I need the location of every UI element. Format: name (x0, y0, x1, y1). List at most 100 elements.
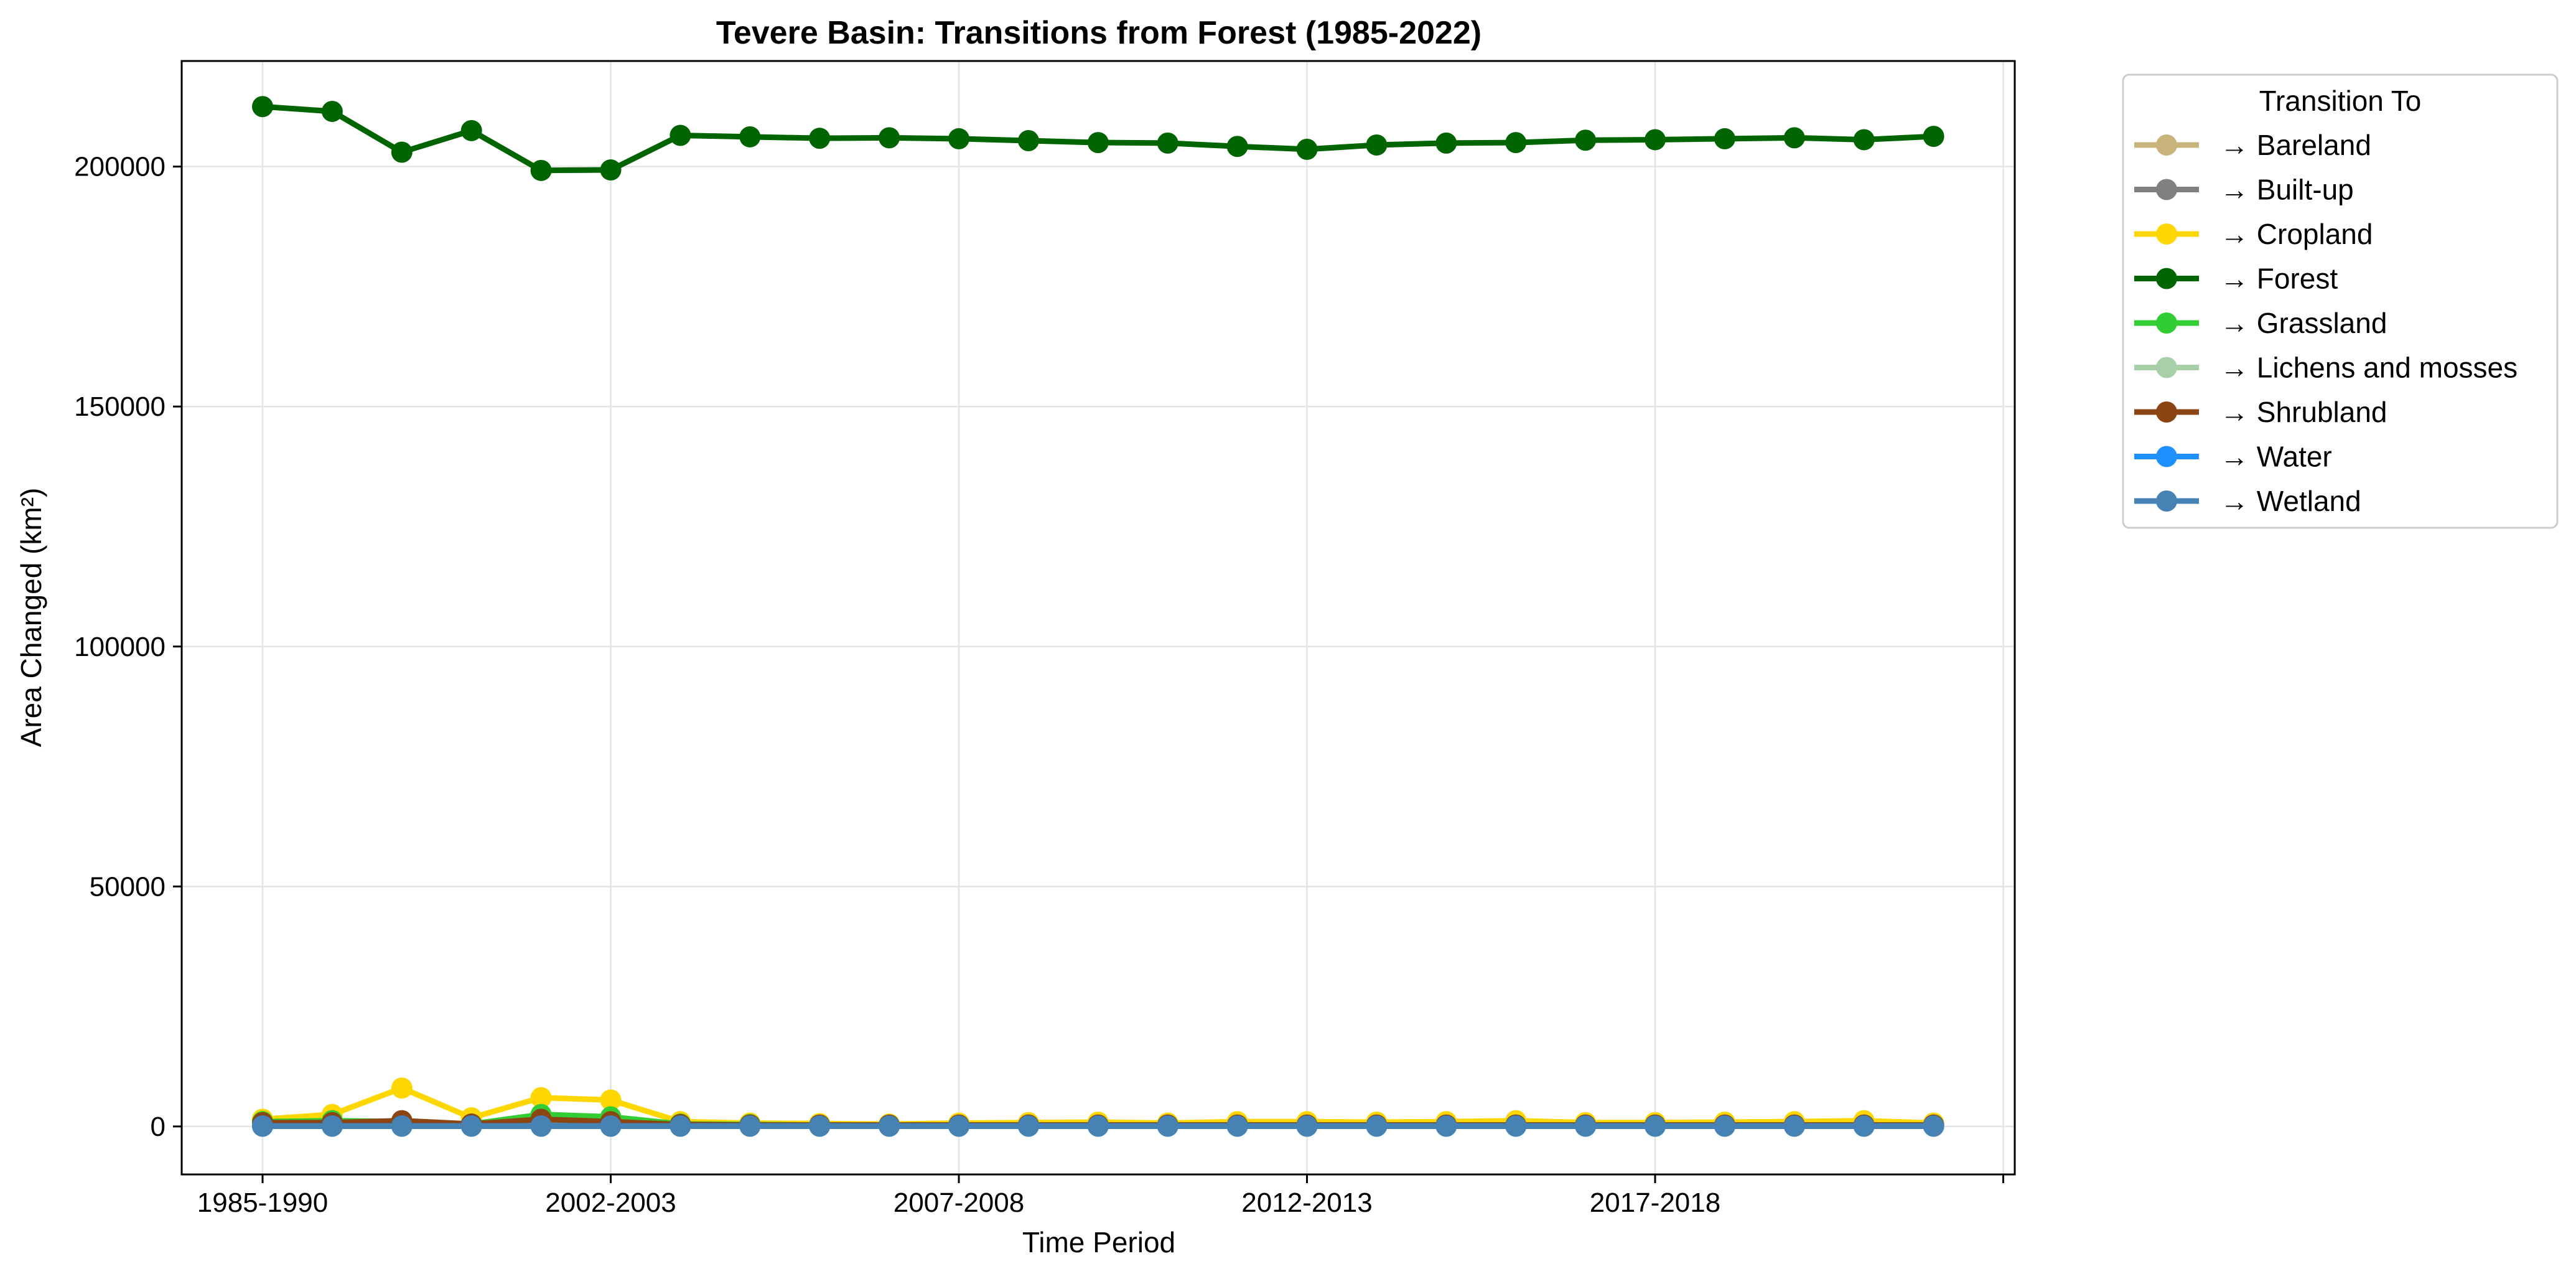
plot-area-frame (180, 60, 2016, 1176)
legend-item: → Built-up (2134, 174, 2354, 206)
data-point (879, 1115, 900, 1137)
data-point (252, 96, 273, 118)
x-axis: 1985-1990 2002-2003 2007-2008 2012-2013 2017… (197, 1174, 2004, 1218)
data-point (321, 100, 343, 122)
data-point (1645, 1115, 1666, 1137)
data-point (1366, 134, 1388, 156)
data-point (1017, 130, 1039, 152)
data-point (1296, 1115, 1318, 1137)
series-8 (252, 1115, 1944, 1137)
legend-item: → Wetland (2134, 485, 2361, 517)
legend-item: → Bareland (2134, 129, 2371, 161)
gridlines (182, 61, 2015, 1174)
legend-marker-swatch (2156, 223, 2177, 245)
data-point (948, 128, 969, 149)
data-point (809, 128, 831, 149)
data-point (530, 159, 552, 181)
data-point (530, 1115, 552, 1137)
data-point (1157, 1115, 1178, 1137)
legend: Transition To → Bareland → Built-up → Crop… (2122, 73, 2559, 529)
series-3 (252, 96, 1944, 181)
legend-marker-swatch (2156, 401, 2177, 423)
data-point (1575, 129, 1597, 151)
data-point (670, 1115, 691, 1137)
data-point (1435, 1115, 1457, 1137)
data-point (1575, 1115, 1597, 1137)
legend-item: → Shrubland (2134, 396, 2387, 428)
data-point (879, 127, 900, 149)
x-tick-label: 2012-2013 (1241, 1188, 1372, 1218)
legend-label: → Wetland (2220, 485, 2361, 517)
x-tick-label: 2017-2018 (1590, 1188, 1720, 1218)
data-point (1226, 136, 1248, 157)
legend-label: → Grassland (2220, 307, 2387, 339)
legend-marker-swatch (2156, 134, 2177, 156)
data-point (1853, 129, 1875, 151)
data-point (670, 124, 691, 146)
data-point (1226, 1115, 1248, 1137)
data-point (600, 159, 622, 181)
legend-marker-swatch (2156, 446, 2177, 467)
data-point (600, 1089, 622, 1111)
legend-items: → Bareland → Built-up → Cropland → Forest → … (2134, 129, 2518, 517)
data-point (1366, 1115, 1388, 1137)
y-tick-label: 100000 (74, 632, 166, 662)
data-point (1087, 132, 1109, 154)
data-point (1783, 1115, 1805, 1137)
data-point (252, 1115, 273, 1137)
legend-label: → Cropland (2220, 218, 2373, 250)
data-point (809, 1115, 831, 1137)
data-point (1645, 129, 1666, 151)
x-axis-label: Time Period (1022, 1226, 1175, 1258)
data-point (600, 1115, 622, 1137)
data-point (1505, 132, 1527, 154)
data-point (1923, 126, 1944, 148)
data-point (391, 1115, 413, 1137)
data-point (739, 126, 761, 148)
legend-label: → Bareland (2220, 129, 2371, 161)
legend-item: → Forest (2134, 263, 2338, 295)
data-point (1853, 1115, 1875, 1137)
legend-item: → Water (2134, 441, 2332, 473)
data-point (1017, 1115, 1039, 1137)
legend-label: → Lichens and mosses (2220, 352, 2518, 384)
x-tick-label: 1985-1990 (197, 1188, 328, 1218)
legend-item: → Grassland (2134, 307, 2387, 339)
y-tick-label: 0 (151, 1112, 166, 1142)
data-point (1783, 127, 1805, 149)
data-point (530, 1087, 552, 1108)
data-point (391, 1077, 413, 1099)
data-point (1435, 132, 1457, 154)
legend-marker-swatch (2156, 179, 2177, 200)
data-point (1296, 138, 1318, 160)
legend-label: → Built-up (2220, 174, 2354, 206)
legend-marker-swatch (2156, 357, 2177, 378)
legend-label: → Forest (2220, 263, 2338, 295)
legend-item: → Cropland (2134, 218, 2373, 250)
data-point (460, 119, 482, 141)
chart-title: Tevere Basin: Transitions from Forest (1… (716, 15, 1482, 51)
data-point (948, 1115, 969, 1137)
data-point (739, 1115, 761, 1137)
y-axis: 0 50000 100000 150000 200000 (74, 152, 182, 1142)
y-tick-label: 200000 (74, 152, 166, 182)
data-point (1157, 132, 1178, 154)
data-point (1714, 1115, 1735, 1137)
y-tick-label: 150000 (74, 391, 166, 422)
x-tick-label: 2002-2003 (545, 1188, 676, 1218)
x-tick-label: 2007-2008 (894, 1188, 1024, 1218)
y-axis-label: Area Changed (km²) (15, 488, 47, 747)
legend-label: → Shrubland (2220, 396, 2387, 428)
data-point (1087, 1115, 1109, 1137)
series-group (252, 96, 1944, 1137)
data-point (321, 1115, 343, 1137)
legend-title: Transition To (2259, 85, 2422, 117)
data-point (460, 1115, 482, 1137)
legend-marker-swatch (2156, 268, 2177, 289)
legend-label: → Water (2220, 441, 2332, 473)
data-point (1714, 128, 1735, 149)
data-point (1505, 1115, 1527, 1137)
legend-frame (2122, 73, 2559, 529)
legend-marker-swatch (2156, 312, 2177, 334)
